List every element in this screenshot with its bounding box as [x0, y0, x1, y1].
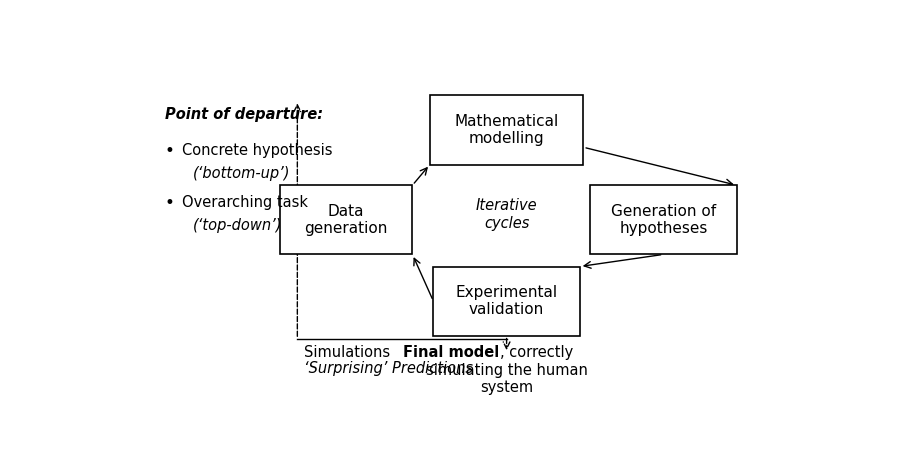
Text: ‘Surprising’ Predictions: ‘Surprising’ Predictions	[304, 361, 473, 376]
Text: Final model: Final model	[403, 345, 500, 361]
Text: Simulations: Simulations	[304, 345, 391, 361]
Text: Generation of
hypotheses: Generation of hypotheses	[611, 204, 716, 236]
FancyBboxPatch shape	[280, 185, 412, 255]
Text: Iterative
cycles: Iterative cycles	[476, 198, 537, 231]
FancyBboxPatch shape	[434, 267, 580, 336]
Text: simulating the human: simulating the human	[426, 363, 588, 378]
Text: Point of departure:: Point of departure:	[165, 107, 323, 122]
Text: Experimental
validation: Experimental validation	[455, 285, 558, 317]
Text: Concrete hypothesis: Concrete hypothesis	[182, 143, 333, 158]
Text: (‘bottom-up’): (‘bottom-up’)	[193, 166, 290, 180]
Text: Overarching task: Overarching task	[182, 195, 308, 210]
Text: , correctly: , correctly	[500, 345, 573, 361]
Text: system: system	[480, 380, 533, 395]
Text: (‘top-down’): (‘top-down’)	[193, 217, 283, 233]
FancyBboxPatch shape	[590, 185, 737, 255]
Text: Mathematical
modelling: Mathematical modelling	[454, 114, 559, 146]
Text: •: •	[165, 142, 175, 160]
Text: Data
generation: Data generation	[304, 204, 388, 236]
FancyBboxPatch shape	[430, 95, 583, 164]
Text: •: •	[165, 194, 175, 211]
